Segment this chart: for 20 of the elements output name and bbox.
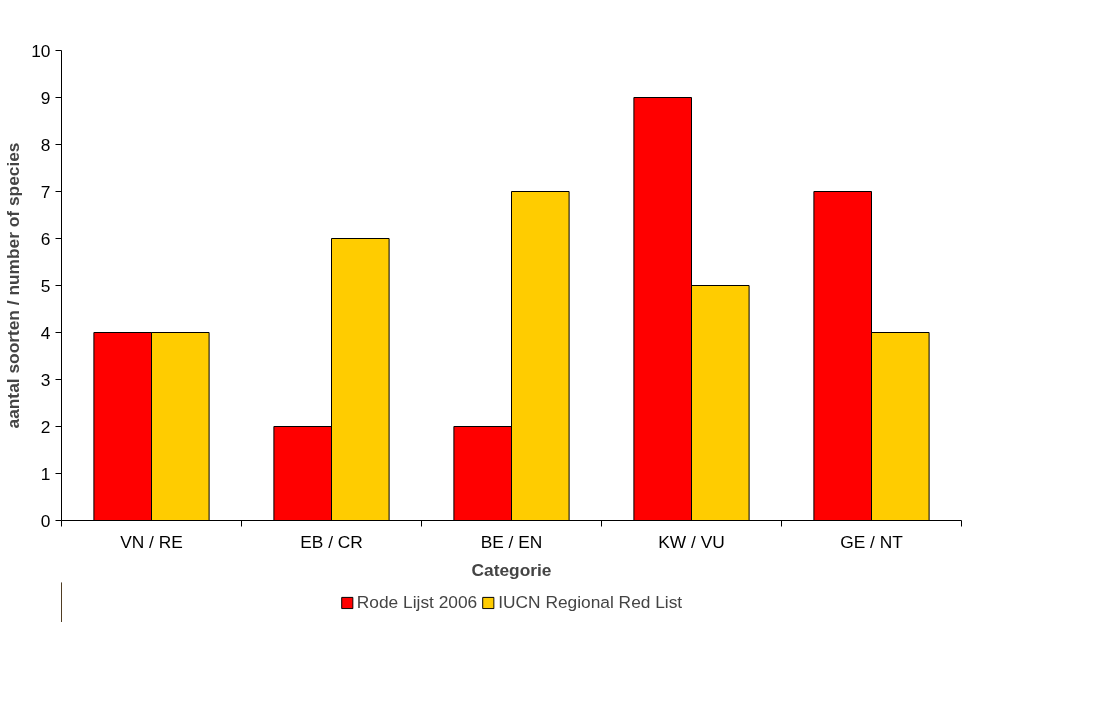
y-tick-label: 9	[40, 87, 51, 108]
legend-label: Rode Lijst 2006	[356, 591, 478, 613]
y-tick-label: 5	[40, 275, 51, 296]
y-tick-label: 8	[40, 134, 51, 155]
y-tick-label: 0	[40, 510, 51, 531]
y-tick-label: 3	[40, 369, 51, 390]
y-axis-title: aantal soorten / number of species	[3, 142, 24, 429]
x-tick-label: EB / CR	[300, 531, 363, 552]
y-tick-label: 7	[40, 181, 51, 202]
y-tick-label: 6	[40, 228, 51, 249]
y-tick-label: 1	[40, 463, 51, 484]
x-tick-label: VN / RE	[120, 531, 183, 552]
y-tick-label: 10	[31, 40, 51, 61]
legend-label: IUCN Regional Red List	[498, 591, 683, 613]
y-tick-label: 4	[40, 322, 51, 343]
x-tick-label: KW / VU	[658, 531, 725, 552]
y-tick-label: 2	[40, 416, 51, 437]
x-tick-label: BE / EN	[480, 531, 543, 552]
x-axis-title: Categorie	[471, 559, 552, 580]
x-tick-label: GE / NT	[840, 531, 904, 552]
